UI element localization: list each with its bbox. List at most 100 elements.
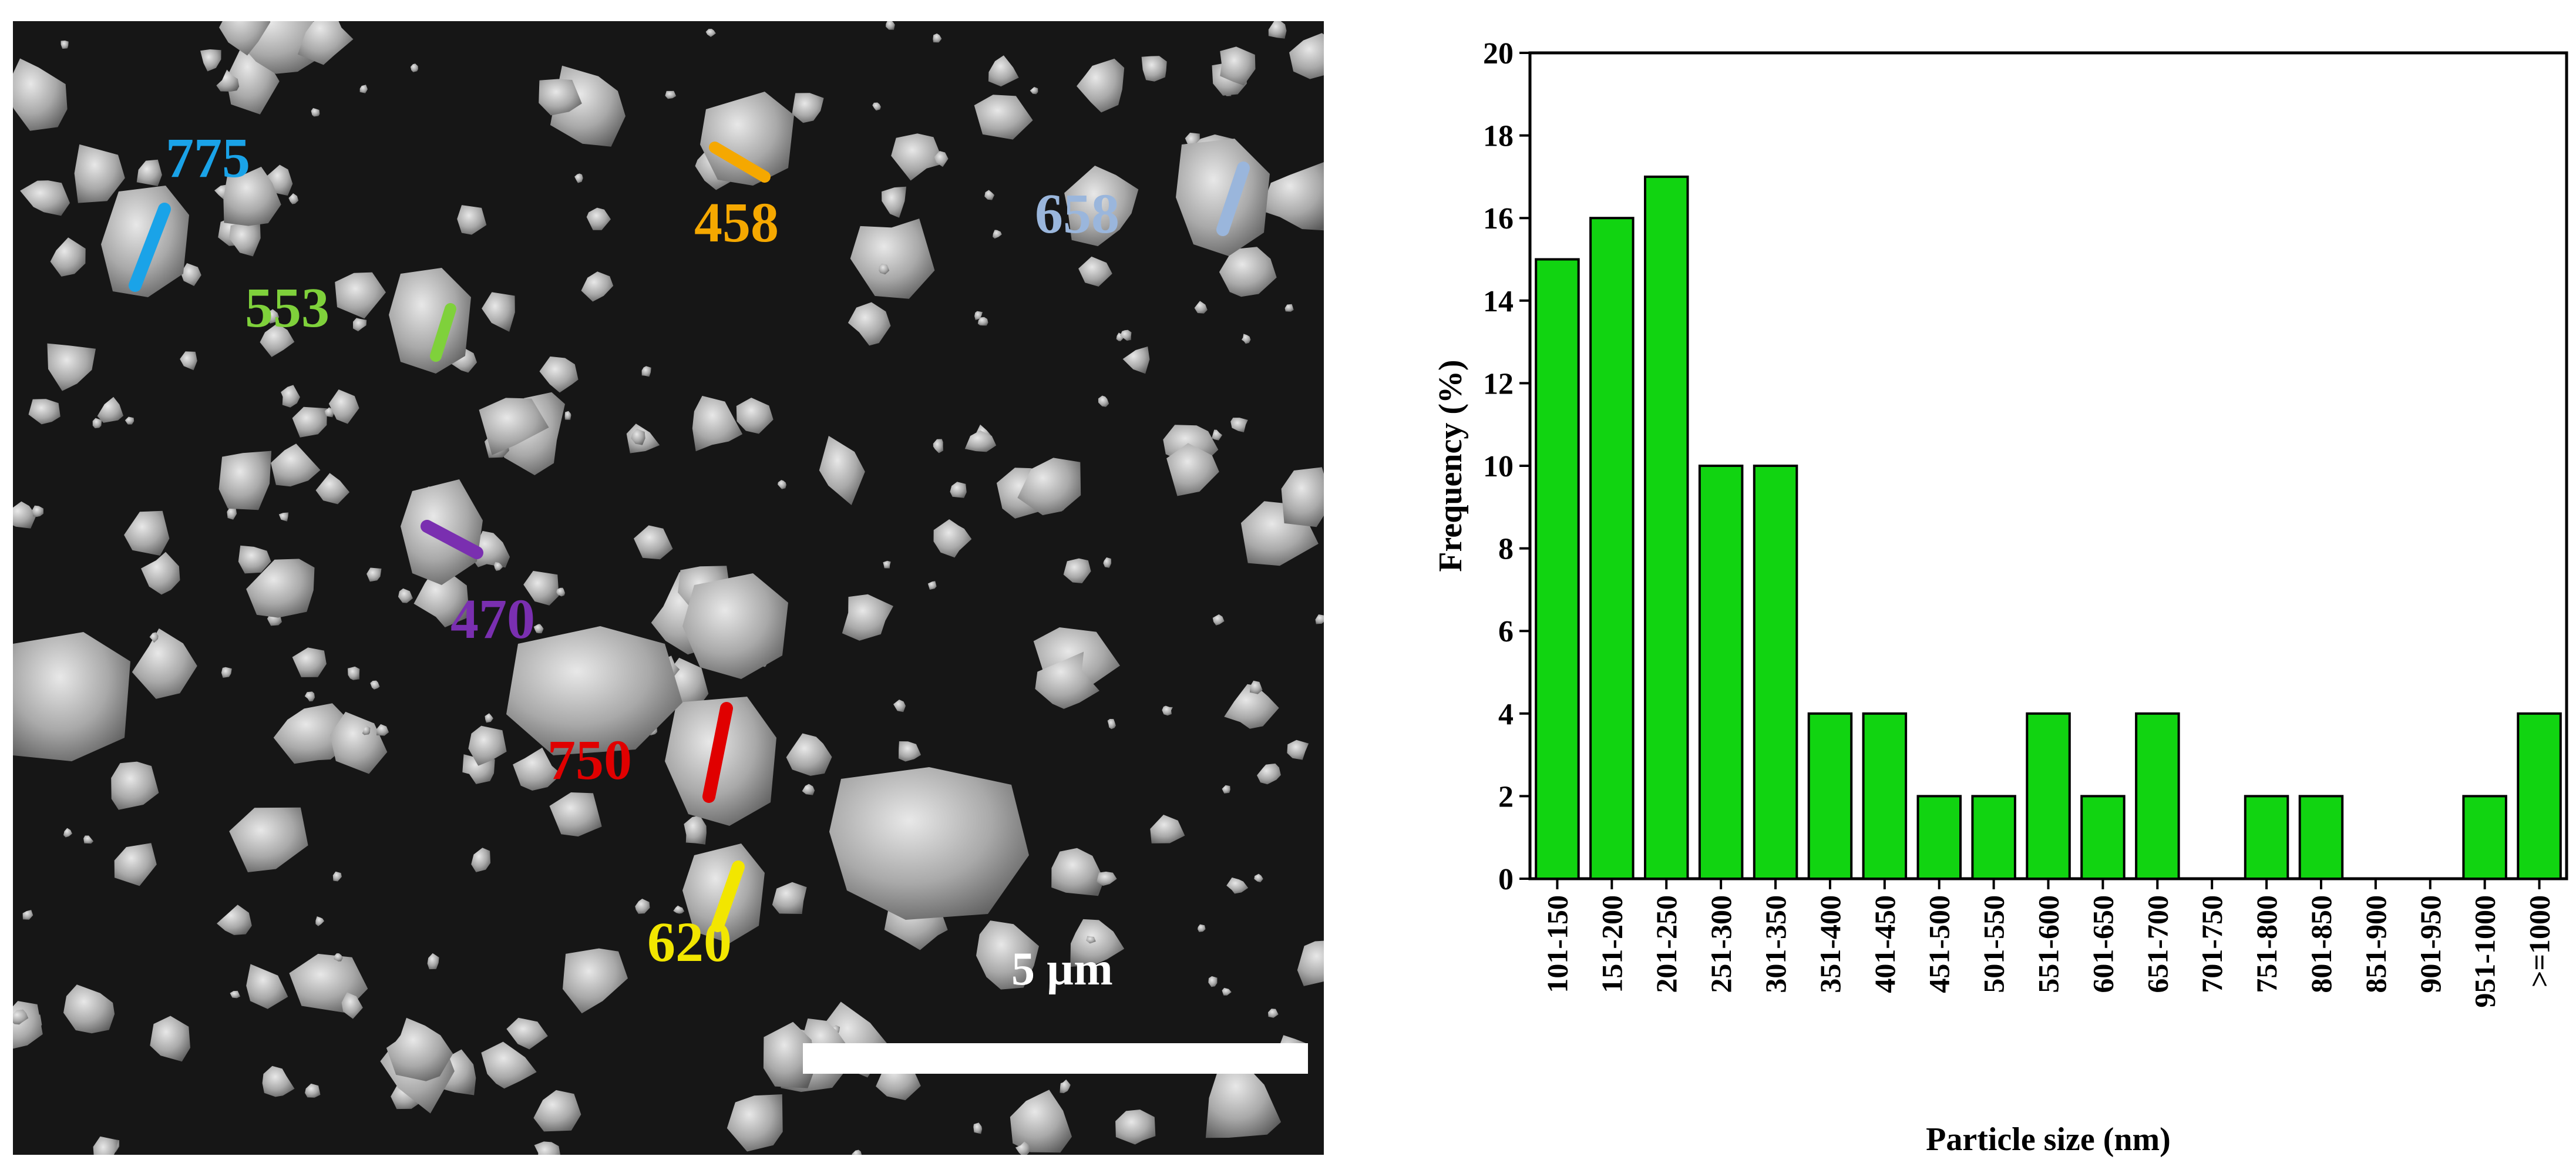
particle xyxy=(778,480,786,489)
particle xyxy=(933,519,972,558)
x-axis: 101-150 151-200 201-250 251-300 301-350 351-4… xyxy=(1541,879,2556,1008)
particle-large-4 xyxy=(13,632,130,761)
particle xyxy=(1030,87,1038,95)
y-axis-label: Frequency (%) xyxy=(1432,359,1469,572)
x-tick-label: 151-200 xyxy=(1595,895,1628,993)
bars-group xyxy=(1535,175,2562,880)
particle xyxy=(366,567,382,582)
particle xyxy=(92,418,102,429)
particle xyxy=(1103,557,1112,568)
particle-field xyxy=(13,21,1324,1155)
particle xyxy=(97,396,124,423)
particle xyxy=(1017,458,1081,516)
particle xyxy=(230,990,241,999)
label-658: 658 xyxy=(1035,182,1119,245)
particle xyxy=(1086,936,1096,944)
particle xyxy=(581,271,614,302)
particle xyxy=(879,263,890,275)
bar-401-450 xyxy=(1862,712,1908,880)
particle xyxy=(297,21,354,65)
particle xyxy=(1241,334,1251,344)
particle xyxy=(933,33,942,43)
particle xyxy=(848,302,891,346)
particle xyxy=(1064,166,1139,247)
particle xyxy=(973,1122,983,1134)
particle xyxy=(1281,467,1324,527)
particle xyxy=(229,807,308,872)
particle xyxy=(410,63,418,72)
particle xyxy=(281,385,300,408)
particle xyxy=(315,473,350,505)
particle xyxy=(238,545,271,574)
particle xyxy=(1284,304,1294,312)
particle xyxy=(539,356,579,393)
particle-large-1 xyxy=(829,767,1029,920)
particle xyxy=(564,411,571,420)
particle-553 xyxy=(389,268,471,374)
particle-large-2 xyxy=(506,626,682,755)
particle xyxy=(218,451,272,510)
particle xyxy=(1226,877,1249,894)
x-tick-label: 951-1000 xyxy=(2469,895,2501,1008)
x-tick-label: 101-150 xyxy=(1541,895,1573,993)
particle xyxy=(47,343,96,391)
particle xyxy=(1260,162,1324,231)
particle xyxy=(993,230,1002,239)
x-tick-label: 401-450 xyxy=(1868,895,1901,993)
particle xyxy=(802,784,815,795)
particle xyxy=(200,49,221,72)
sem-micrograph: 775 458 658 553 470 750 620 5 µm xyxy=(13,21,1324,1155)
particle xyxy=(1212,614,1225,626)
scale-bar xyxy=(803,1043,1308,1074)
particle xyxy=(311,107,320,117)
particle xyxy=(786,733,832,776)
particle xyxy=(819,436,865,505)
bar-951-1000 xyxy=(2462,795,2507,880)
particle xyxy=(28,399,60,425)
particle xyxy=(332,871,342,882)
x-tick-label: 651-700 xyxy=(2141,895,2174,993)
particle xyxy=(292,647,327,677)
particle xyxy=(305,1083,321,1098)
particle xyxy=(934,151,949,167)
measure-line-458 xyxy=(709,142,771,183)
particle-458 xyxy=(700,92,794,186)
particle xyxy=(1297,940,1324,986)
particle xyxy=(370,680,380,690)
x-tick-label: 351-400 xyxy=(1814,895,1847,993)
x-tick-label: 751-800 xyxy=(2250,895,2283,993)
sem-micrograph-canvas: 775 458 658 553 470 750 620 5 µm xyxy=(13,21,1324,1155)
particle xyxy=(262,1066,295,1097)
particle xyxy=(315,916,325,926)
particle xyxy=(1098,395,1109,407)
particle xyxy=(13,1009,29,1025)
bar-501-550 xyxy=(1971,795,2016,880)
particle xyxy=(22,910,33,920)
particle xyxy=(304,691,315,702)
particle xyxy=(226,41,280,115)
y-tick-label: 12 xyxy=(1483,367,1514,401)
particle xyxy=(1268,1009,1279,1018)
y-tick-label: 6 xyxy=(1498,615,1514,648)
particle xyxy=(1166,443,1219,496)
particle xyxy=(150,1016,190,1062)
particle xyxy=(246,559,315,618)
bar-151-200 xyxy=(1589,217,1635,880)
particle xyxy=(413,569,469,627)
scale-bar-label: 5 µm xyxy=(1011,943,1113,995)
particle xyxy=(13,58,68,131)
particle xyxy=(485,713,493,723)
particle xyxy=(792,93,824,123)
particle xyxy=(772,882,807,914)
particle xyxy=(950,482,967,498)
particle xyxy=(229,222,261,257)
particle xyxy=(471,848,491,872)
particle xyxy=(60,41,69,49)
particle xyxy=(635,899,650,914)
particle xyxy=(523,570,559,606)
x-axis-label: Particle size (nm) xyxy=(1926,1121,2171,1158)
y-tick-label: 8 xyxy=(1498,533,1514,566)
label-620: 620 xyxy=(647,910,732,973)
particle xyxy=(124,510,170,556)
y-axis: 0 2 4 6 8 10 12 14 16 18 20 xyxy=(1483,37,1530,896)
